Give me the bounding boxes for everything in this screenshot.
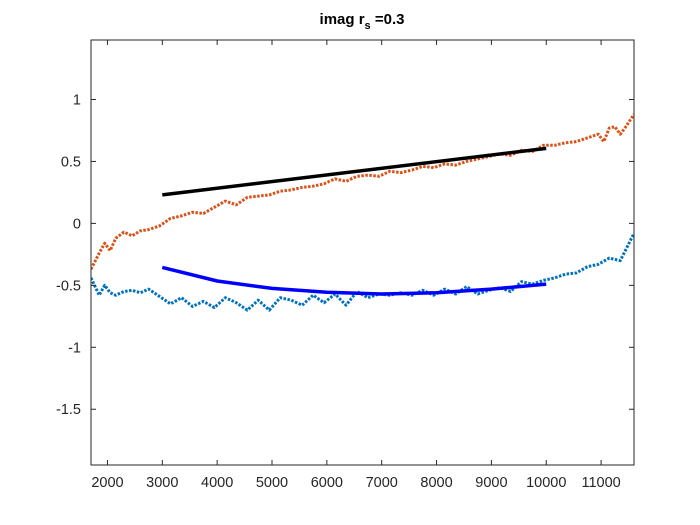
chart-title: imag rs =0.3 xyxy=(320,11,405,32)
solid-series-4 xyxy=(162,146,547,197)
axes-layer: 2000 3000 4000 5000 6000 7000 8000 9000 10000 110… xyxy=(56,39,635,491)
dotted-series-1 xyxy=(91,113,634,270)
chart-title-subscript: s xyxy=(365,20,371,32)
series-layer xyxy=(91,113,634,312)
x-tick-label: 3000 xyxy=(146,475,178,491)
x-tick-label: 5000 xyxy=(256,475,288,491)
x-tick-label: 6000 xyxy=(311,475,343,491)
x-tick-label: 7000 xyxy=(366,475,398,491)
dotted-series-2 xyxy=(91,232,634,312)
chart-title-suffix: =0.3 xyxy=(371,11,405,28)
y-tick-label: 0.5 xyxy=(61,154,81,170)
y-tick-label: -0.5 xyxy=(56,278,81,294)
solid-series-3 xyxy=(161,265,547,296)
x-tick-label: 8000 xyxy=(420,475,452,491)
y-tick-label: -1.5 xyxy=(56,402,81,418)
y-tick-label: 0 xyxy=(73,216,81,232)
x-tick-label: 10000 xyxy=(526,475,566,491)
x-tick-label: 2000 xyxy=(91,475,123,491)
axes-box xyxy=(90,39,635,466)
x-tick-label: 11000 xyxy=(581,475,620,491)
y-tick-label: 1 xyxy=(73,92,81,108)
chart-title-main: imag r xyxy=(320,11,365,28)
x-tick-label: 4000 xyxy=(201,475,233,491)
x-tick-label: 9000 xyxy=(475,475,507,491)
y-tick-label: -1 xyxy=(68,340,81,356)
